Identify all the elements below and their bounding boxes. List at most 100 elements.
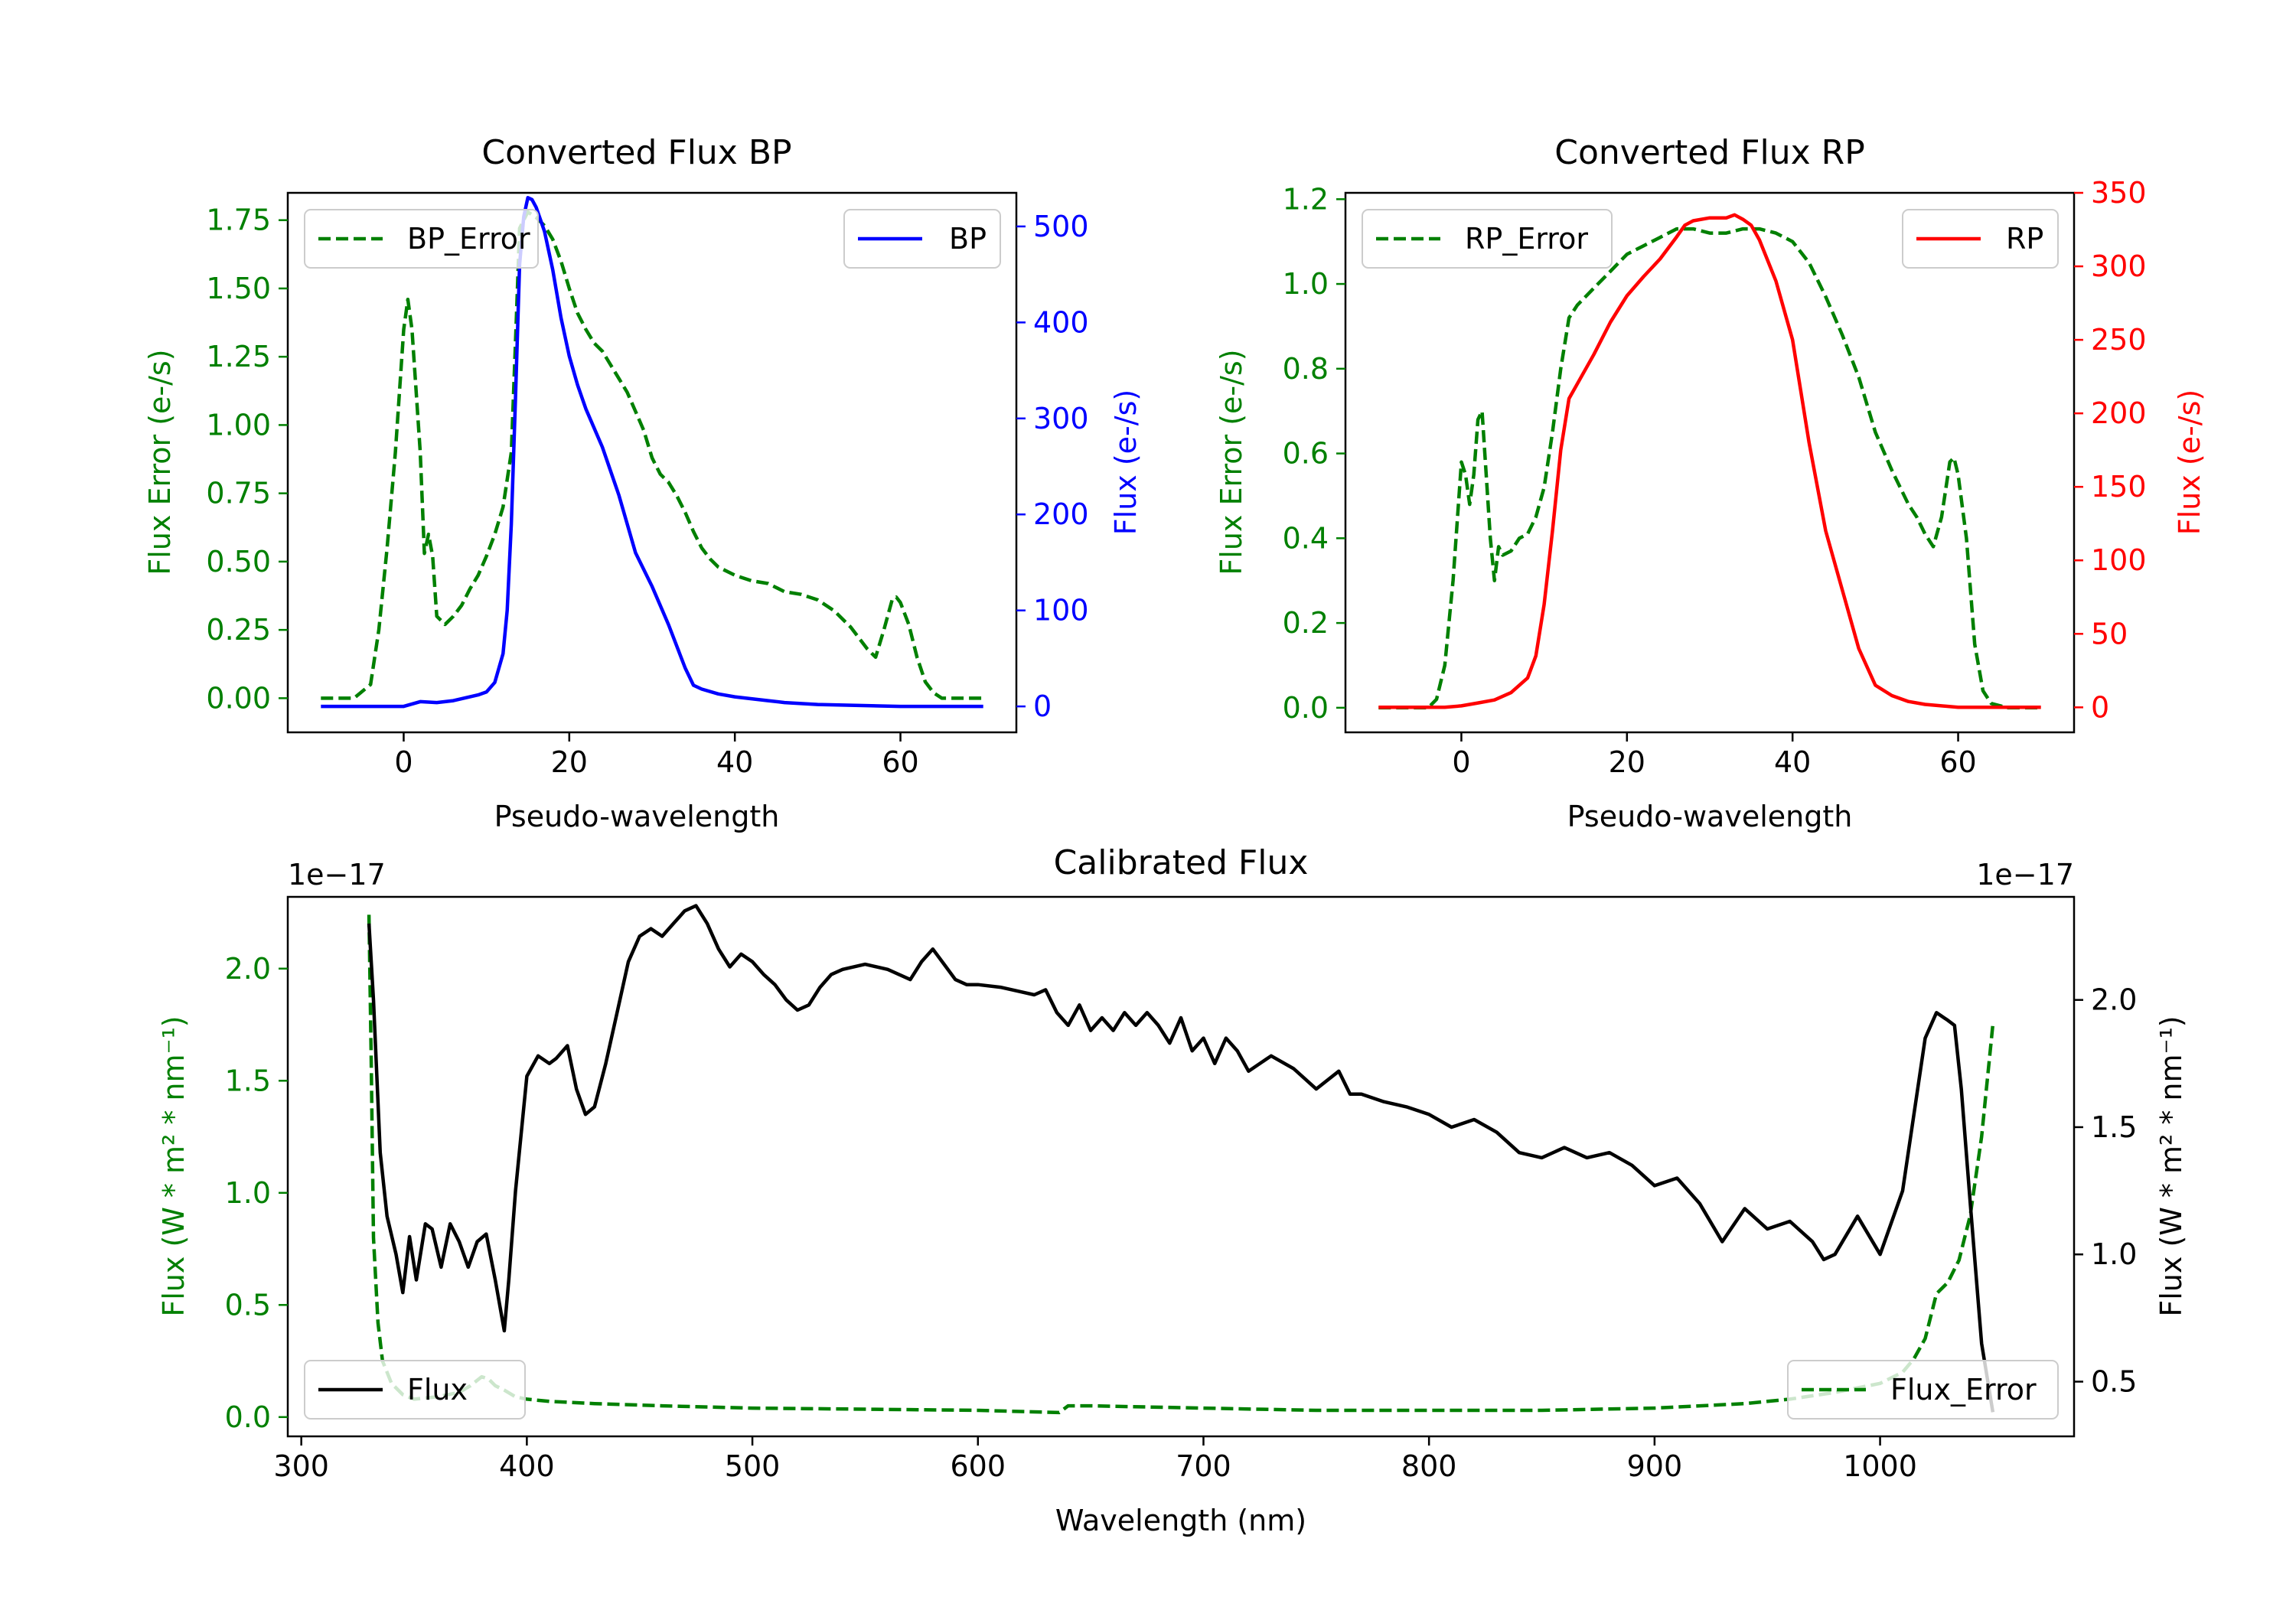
calibrated-x-ticks: 300 400 500 600 700 800 900 1000: [273, 1436, 1917, 1483]
calibrated-xlabel: Wavelength (nm): [1055, 1504, 1306, 1537]
rp-ylabel-right: Flux (e-/s): [2173, 390, 2206, 535]
bp-title: Converted Flux BP: [481, 133, 791, 172]
rp-legend-error-box: [1362, 209, 1613, 269]
rp-axes-frame: [1344, 191, 2076, 734]
rp-y-tick-label-right: 150: [2091, 470, 2147, 504]
calibrated-x-tick-label: 600: [951, 1449, 1006, 1483]
rp-x-tick-label: 20: [1609, 745, 1645, 779]
rp-title: Converted Flux RP: [1554, 133, 1865, 172]
rp-y-tick-label-left: 1.0: [1283, 267, 1329, 301]
calibrated-y-ticks-left: 0.0 0.5 1.0 1.5 2.0: [225, 952, 288, 1434]
bp-y-tick-label-left: 0.00: [206, 681, 271, 715]
bp-legend-error-box: [304, 209, 539, 269]
calibrated-legend-flux[interactable]: Flux: [304, 1360, 526, 1420]
rp-legend-flux[interactable]: RP: [1902, 209, 2059, 269]
calibrated-ylabel-left: Flux (W * m² * nm⁻¹): [157, 1015, 191, 1316]
calibrated-legend-error[interactable]: Flux_Error: [1787, 1360, 2059, 1420]
bp-y-tick-label-left: 0.50: [206, 545, 271, 579]
bp-ylabel-left: Flux Error (e-/s): [143, 349, 177, 575]
calibrated-plot-area: [367, 904, 1995, 1415]
rp-series-rp: [1378, 213, 2041, 709]
calibrated-y-tick-label-left: 1.5: [225, 1064, 271, 1097]
bp-y-tick-label-left: 0.75: [206, 477, 271, 510]
calibrated-ylabel-right: Flux (W * m² * nm⁻¹): [2154, 1015, 2188, 1316]
bp-series-bp-error: [321, 210, 983, 700]
bp-plot-area: [321, 196, 983, 709]
rp-y-tick-label-right: 0: [2091, 690, 2109, 724]
calibrated-legend-flux-label: Flux: [407, 1373, 468, 1407]
rp-x-ticks: 0 20 40 60: [1452, 732, 1977, 779]
bp-x-tick-label: 60: [882, 745, 918, 779]
calibrated-x-tick-label: 500: [725, 1449, 781, 1483]
rp-ylabel-left: Flux Error (e-/s): [1215, 349, 1248, 575]
rp-y-ticks-left: 0.0 0.2 0.4 0.6 0.8 1.0 1.2: [1283, 182, 1345, 725]
rp-y-tick-label-right: 250: [2091, 323, 2147, 357]
bp-y-tick-label-right: 0: [1033, 689, 1052, 723]
bp-ylabel-right: Flux (e-/s): [1109, 390, 1143, 535]
calibrated-x-tick-label: 900: [1627, 1449, 1683, 1483]
bp-y-tick-label-left: 0.25: [206, 613, 271, 647]
rp-legend-error[interactable]: RP_Error: [1362, 209, 1613, 269]
bp-axes-frame: [286, 191, 1018, 734]
calibrated-panel: Calibrated Flux Wavelength (nm) Flux (W …: [157, 843, 2188, 1537]
rp-x-tick-label: 0: [1452, 745, 1470, 779]
rp-series-rp-error: [1378, 227, 2041, 710]
calibrated-series-flux: [367, 904, 1995, 1413]
bp-legend-error[interactable]: BP_Error: [304, 209, 539, 269]
bp-legend-flux[interactable]: BP: [843, 209, 1001, 269]
calibrated-title: Calibrated Flux: [1054, 843, 1309, 882]
calibrated-x-tick-label: 300: [273, 1449, 329, 1483]
bp-panel: Converted Flux BP Pseudo-wavelength Flux…: [143, 133, 1143, 833]
rp-x-tick-label: 40: [1774, 745, 1811, 779]
rp-panel: Converted Flux RP Pseudo-wavelength Flux…: [1215, 133, 2206, 833]
rp-y-tick-label-left: 0.2: [1283, 606, 1329, 640]
rp-y-tick-label-right: 100: [2091, 543, 2147, 577]
bp-y-tick-label-left: 1.25: [206, 340, 271, 373]
bp-y-tick-label-right: 100: [1033, 594, 1089, 627]
calibrated-y-tick-label-right: 1.5: [2091, 1110, 2137, 1144]
bp-x-tick-label: 0: [394, 745, 413, 779]
rp-y-tick-label-right: 200: [2091, 396, 2147, 430]
bp-y-ticks-right: 0 100 200 300 400 500: [1016, 210, 1089, 723]
calibrated-y-tick-label-right: 2.0: [2091, 983, 2137, 1017]
rp-legend-error-label: RP_Error: [1465, 222, 1588, 256]
rp-y-ticks-right: 0 50 100 150 200 250 300 350: [2074, 176, 2147, 724]
bp-series-bp: [321, 196, 983, 709]
calibrated-x-tick-label: 700: [1176, 1449, 1231, 1483]
bp-xlabel: Pseudo-wavelength: [494, 800, 780, 833]
bp-x-tick-label: 40: [716, 745, 753, 779]
rp-y-tick-label-left: 0.0: [1283, 691, 1329, 725]
calibrated-legend-error-label: Flux_Error: [1890, 1373, 2037, 1407]
bp-x-tick-label: 20: [551, 745, 588, 779]
calibrated-offset-right: 1e−17: [1976, 858, 2074, 892]
calibrated-legend-error-box: [1787, 1360, 2059, 1420]
calibrated-y-tick-label-left: 2.0: [225, 952, 271, 986]
rp-y-tick-label-right: 300: [2091, 249, 2147, 283]
calibrated-series-flux-error: [367, 914, 1995, 1415]
rp-y-tick-label-right: 50: [2091, 617, 2128, 650]
calibrated-y-tick-label-right: 1.0: [2091, 1237, 2137, 1271]
bp-y-tick-label-right: 200: [1033, 497, 1089, 531]
rp-y-tick-label-left: 0.8: [1283, 352, 1329, 386]
rp-y-tick-label-right: 350: [2091, 176, 2147, 210]
bp-legend-flux-label: BP: [949, 222, 987, 256]
bp-y-tick-label-left: 1.00: [206, 408, 271, 442]
rp-y-tick-label-left: 0.6: [1283, 437, 1329, 471]
rp-y-tick-label-left: 0.4: [1283, 521, 1329, 555]
calibrated-y-tick-label-left: 1.0: [225, 1176, 271, 1210]
calibrated-x-tick-label: 800: [1401, 1449, 1457, 1483]
calibrated-y-tick-label-left: 0.5: [225, 1288, 271, 1322]
calibrated-x-tick-label: 1000: [1843, 1449, 1917, 1483]
rp-xlabel: Pseudo-wavelength: [1567, 800, 1853, 833]
bp-y-tick-label-right: 300: [1033, 402, 1089, 435]
rp-legend-flux-label: RP: [2006, 222, 2043, 256]
calibrated-offset-left: 1e−17: [288, 858, 386, 892]
calibrated-y-ticks-right: 0.5 1.0 1.5 2.0: [2074, 983, 2137, 1399]
calibrated-legend-flux-box: [304, 1360, 526, 1420]
bp-legend-error-label: BP_Error: [407, 222, 530, 256]
rp-y-tick-label-left: 1.2: [1283, 182, 1329, 216]
bp-y-ticks-left: 0.00 0.25 0.50 0.75 1.00 1.25 1.50 1.75: [206, 204, 288, 715]
calibrated-axes-frame: [286, 895, 2076, 1438]
bp-y-tick-label-left: 1.50: [206, 272, 271, 305]
